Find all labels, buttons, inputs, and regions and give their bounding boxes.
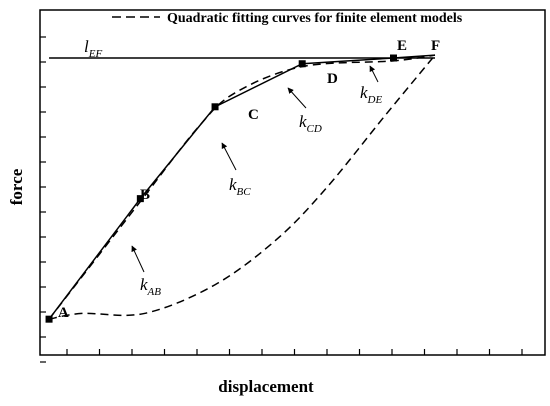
fit-curve-lower-branch	[48, 54, 436, 320]
legend-entry-fit: Quadratic fitting curves for finite elem…	[167, 11, 463, 26]
x-axis-label: displacement	[218, 377, 314, 396]
slope-annotations: kAB kBC kCD kDE	[131, 65, 382, 298]
plot-frame	[39, 9, 546, 356]
point-label-b: B	[140, 187, 150, 203]
reference-line-subscript: EF	[88, 48, 103, 60]
marker-e	[390, 54, 397, 62]
point-label-d: D	[327, 71, 338, 87]
reference-line-label: lEF	[84, 37, 102, 60]
marker-c	[211, 103, 219, 111]
y-axis-label: force	[7, 168, 26, 205]
point-label-e: E	[397, 38, 407, 54]
slope-label-de: kDE	[360, 83, 382, 106]
marker-a	[45, 315, 53, 323]
slope-symbol-bc: k	[229, 175, 237, 194]
fit-curve-upper-branch	[48, 54, 436, 320]
reference-line-symbol: l	[84, 37, 89, 56]
slope-subscript-de: DE	[367, 94, 383, 106]
marker-d	[298, 60, 306, 68]
x-axis-ticks	[66, 349, 523, 355]
slope-subscript-bc: BC	[237, 186, 252, 198]
slope-label-bc: kBC	[229, 175, 251, 198]
point-label-f: F	[431, 38, 440, 54]
slope-symbol-de: k	[360, 83, 368, 102]
point-label-a: A	[58, 305, 69, 321]
slope-symbol-ab: k	[140, 275, 148, 294]
slope-symbol-cd: k	[299, 112, 307, 131]
slope-subscript-ab: AB	[147, 286, 162, 298]
slope-arrow-bc	[221, 142, 237, 171]
key-point-labels: A B C D E F	[58, 38, 440, 321]
key-point-markers	[45, 54, 397, 323]
slope-arrow-de	[369, 65, 379, 83]
y-axis-ticks	[40, 36, 46, 363]
legend: Quadratic fitting curves for finite elem…	[112, 11, 463, 26]
slope-subscript-cd: CD	[307, 123, 322, 135]
slope-label-cd: kCD	[299, 112, 322, 135]
slope-arrow-ab	[131, 245, 145, 273]
slope-arrow-cd	[287, 87, 307, 109]
marker-b	[136, 195, 144, 203]
point-label-c: C	[248, 107, 259, 123]
piecewise-linear-curve	[48, 54, 436, 320]
slope-label-ab: kAB	[140, 275, 161, 298]
